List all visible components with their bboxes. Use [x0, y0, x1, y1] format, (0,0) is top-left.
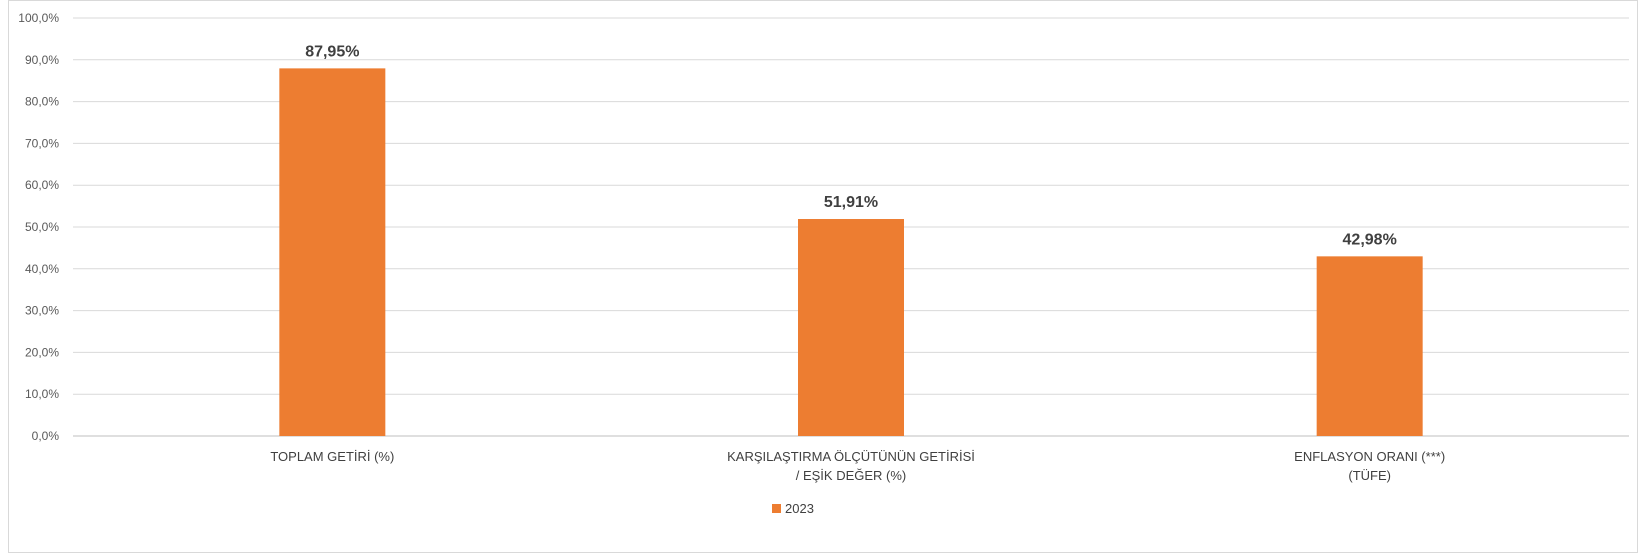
y-tick-label: 60,0% [25, 178, 59, 192]
category-label: (TÜFE) [1348, 468, 1391, 483]
y-tick-label: 40,0% [25, 262, 59, 276]
category-label: KARŞILAŞTIRMA ÖLÇÜTÜNÜN GETİRİSİ [727, 449, 975, 464]
legend-label: 2023 [785, 501, 814, 516]
y-tick-label: 20,0% [25, 345, 59, 359]
x-axis-category-labels: TOPLAM GETİRİ (%) KARŞILAŞTIRMA ÖLÇÜTÜNÜN… [270, 449, 1445, 483]
bar [1316, 256, 1423, 436]
y-tick-label: 30,0% [25, 304, 59, 318]
y-tick-label: 0,0% [32, 429, 60, 443]
y-tick-label: 80,0% [25, 95, 59, 109]
bar [798, 219, 904, 436]
data-label: 42,98% [1343, 231, 1397, 248]
y-tick-label: 90,0% [25, 53, 59, 67]
data-labels: 87,95% 51,91% 42,98% [305, 43, 1397, 248]
chart-frame: 0,0% 10,0% 20,0% 30,0% 40,0% 50,0% 60,0% 70,0% 8… [8, 0, 1638, 553]
bar-chart: 0,0% 10,0% 20,0% 30,0% 40,0% 50,0% 60,0% 70,0% 8… [18, 11, 1629, 516]
category-label: ENFLASYON ORANI (***) [1294, 449, 1445, 464]
category-label: / EŞİK DEĞER (%) [796, 468, 907, 483]
y-axis-tick-labels: 0,0% 10,0% 20,0% 30,0% 40,0% 50,0% 60,0% 70,0% 8… [18, 11, 59, 443]
category-label: TOPLAM GETİRİ (%) [270, 449, 394, 464]
y-tick-label: 10,0% [25, 387, 59, 401]
y-tick-label: 50,0% [25, 220, 59, 234]
legend-swatch [772, 504, 781, 513]
data-label: 87,95% [305, 43, 359, 60]
legend: 2023 [772, 501, 814, 516]
bars [279, 68, 1423, 436]
bar [279, 68, 386, 436]
y-tick-label: 100,0% [18, 11, 59, 25]
y-tick-label: 70,0% [25, 136, 59, 150]
data-label: 51,91% [824, 194, 878, 211]
